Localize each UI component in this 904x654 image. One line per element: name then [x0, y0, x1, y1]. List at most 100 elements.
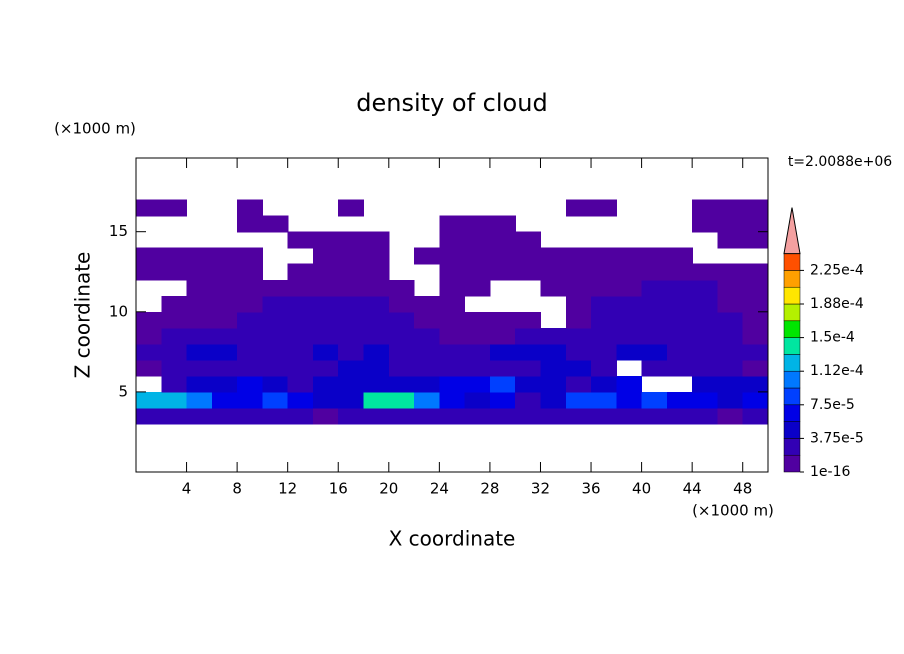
contour-cell — [136, 311, 162, 329]
contour-cell — [388, 375, 415, 393]
contour-cell — [161, 391, 188, 409]
contour-cell — [439, 231, 466, 249]
contour-cell — [414, 327, 440, 345]
contour-cell — [312, 391, 339, 409]
contour-cell — [439, 263, 466, 281]
contour-cell — [489, 391, 516, 409]
contour-cell — [616, 375, 643, 393]
contour-cell — [489, 343, 516, 361]
contour-cell — [717, 343, 744, 361]
contour-cell — [692, 279, 719, 297]
contour-cell — [717, 279, 744, 297]
y-tick-label: 15 — [109, 222, 128, 240]
contour-cell — [565, 327, 592, 345]
contour-cell — [616, 311, 643, 329]
contour-cell — [338, 311, 365, 329]
contour-cell — [666, 263, 693, 281]
contour-cell — [641, 343, 668, 361]
contour-cell — [616, 279, 643, 297]
x-tick-label: 36 — [581, 480, 600, 498]
contour-cell — [692, 375, 719, 393]
contour-cell — [591, 391, 617, 409]
contour-cell — [742, 295, 769, 313]
contour-cell — [742, 263, 769, 281]
contour-cell — [312, 343, 339, 361]
contour-cell — [262, 295, 289, 313]
x-tick-label: 4 — [182, 480, 192, 498]
contour-cell — [388, 279, 415, 297]
contour-cell — [717, 407, 744, 425]
contour-cell — [591, 343, 617, 361]
contour-cell — [742, 199, 769, 217]
contour-cell — [717, 263, 744, 281]
contour-cell — [540, 407, 567, 425]
contour-cell — [338, 407, 365, 425]
contour-cell — [363, 327, 390, 345]
contour-cell — [211, 375, 238, 393]
colorbar-band — [783, 286, 801, 305]
contour-cell — [287, 359, 314, 377]
contour-cell — [439, 247, 466, 265]
contour-cell — [186, 263, 213, 281]
colorbar-tick-label: 1.5e-4 — [810, 330, 855, 346]
x-tick-label: 8 — [232, 480, 242, 498]
contour-cell — [591, 279, 617, 297]
contour-cell — [287, 231, 314, 249]
contour-cell — [186, 247, 213, 265]
contour-cell — [489, 215, 516, 233]
y-unit: (×1000 m) — [54, 120, 136, 138]
contour-cell — [312, 295, 339, 313]
contour-cell — [692, 359, 719, 377]
contour-cell — [161, 295, 188, 313]
contour-cell — [338, 247, 365, 265]
contour-cell — [439, 391, 466, 409]
x-axis-label: X coordinate — [389, 527, 516, 551]
plot-frame — [135, 157, 769, 473]
contour-cell — [540, 343, 567, 361]
x-tick-label: 40 — [632, 480, 651, 498]
contour-cell — [363, 295, 390, 313]
contour-cell — [591, 375, 617, 393]
contour-cell — [388, 359, 415, 377]
contour-cell — [742, 343, 769, 361]
contour-cell — [591, 199, 617, 217]
contour-cell — [388, 391, 415, 409]
contour-cell — [464, 215, 491, 233]
contour-cell — [692, 391, 719, 409]
contour-cell — [414, 391, 440, 409]
contour-cell — [641, 391, 668, 409]
colorbar-band — [783, 454, 801, 473]
contour-cell — [666, 407, 693, 425]
contour-cell — [540, 359, 567, 377]
contour-cell — [717, 359, 744, 377]
contour-cell — [489, 407, 516, 425]
contour-cell — [312, 247, 339, 265]
contour-cell — [565, 199, 592, 217]
contour-cell — [742, 327, 769, 345]
contour-cell — [591, 247, 617, 265]
contour-cell — [489, 359, 516, 377]
contour-cell — [515, 231, 542, 249]
contour-cell — [439, 343, 466, 361]
contour-cell — [287, 375, 314, 393]
contour-cell — [287, 391, 314, 409]
contour-cell — [312, 279, 339, 297]
colorbar-band — [783, 320, 801, 338]
contour-cell — [414, 359, 440, 377]
contour-cell — [717, 295, 744, 313]
contour-cell — [237, 391, 263, 409]
x-tick-label: 16 — [329, 480, 348, 498]
colorbar-tick-label: 2.25e-4 — [810, 262, 864, 278]
contour-cell — [414, 247, 440, 265]
contour-cell — [237, 327, 263, 345]
contour-cell — [515, 391, 542, 409]
contour-cell — [262, 359, 289, 377]
contour-cell — [338, 199, 365, 217]
contour-cell — [591, 359, 617, 377]
colorbar-extension — [783, 207, 801, 255]
contour-cell — [237, 199, 263, 217]
contour-cell — [515, 263, 542, 281]
contour-cell — [641, 359, 668, 377]
contour-cell — [717, 231, 744, 249]
contour-cell — [186, 359, 213, 377]
